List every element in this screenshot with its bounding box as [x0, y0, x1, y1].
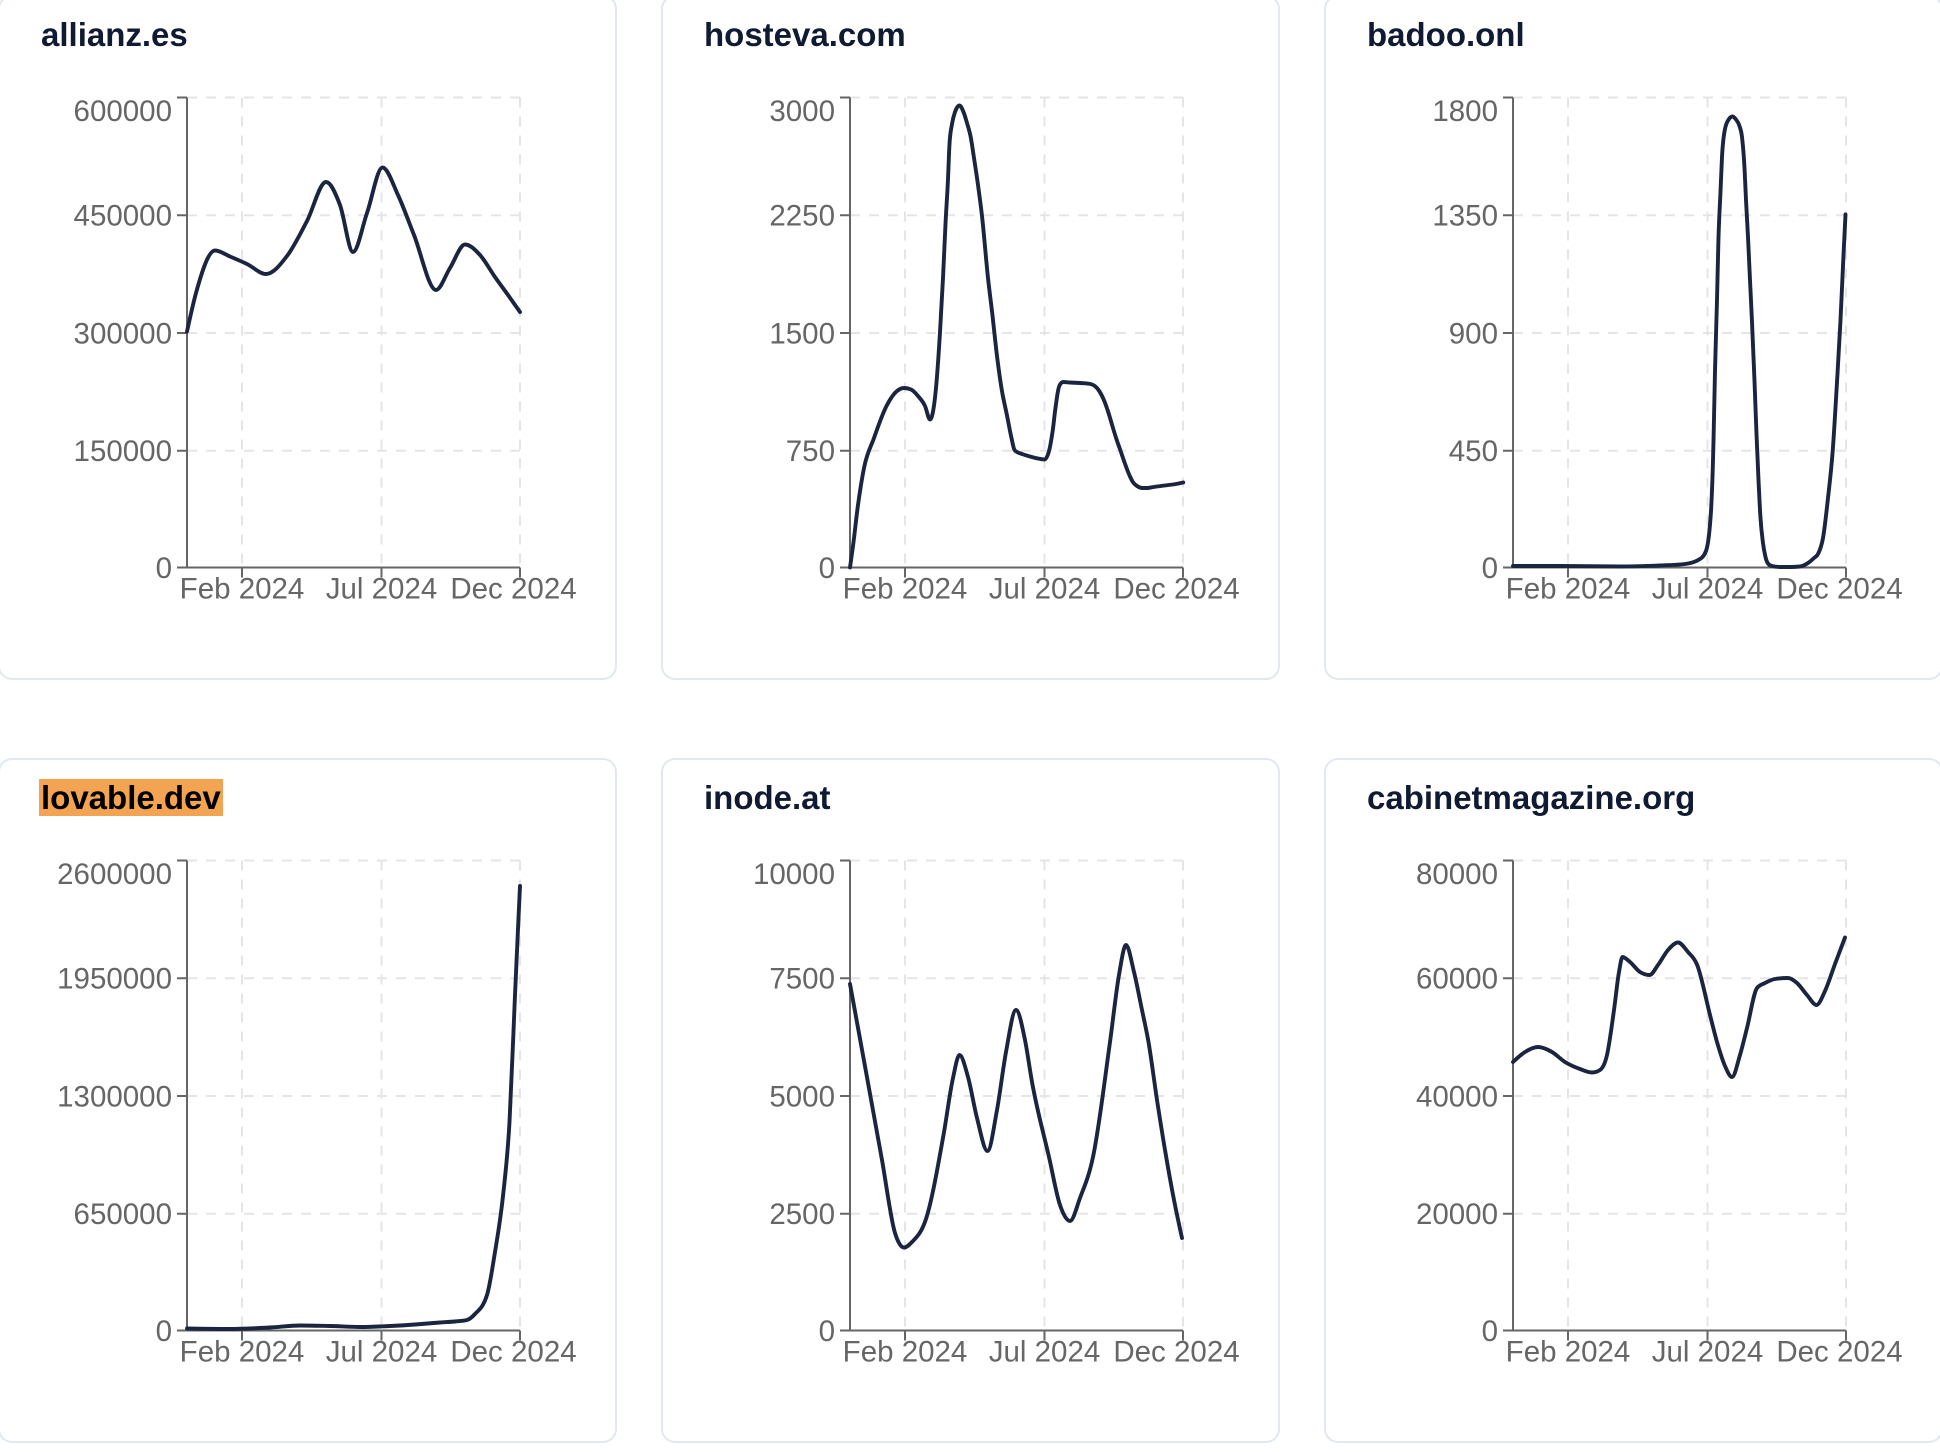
svg-text:2250: 2250 [769, 200, 835, 233]
svg-text:Jul 2024: Jul 2024 [1652, 572, 1764, 605]
svg-text:150000: 150000 [74, 435, 172, 468]
svg-text:2500: 2500 [769, 1198, 835, 1231]
svg-text:1950000: 1950000 [57, 963, 172, 996]
svg-text:3000: 3000 [769, 95, 835, 128]
svg-text:Feb 2024: Feb 2024 [180, 572, 305, 605]
svg-text:Jul 2024: Jul 2024 [1652, 1335, 1764, 1368]
svg-text:Jul 2024: Jul 2024 [326, 572, 438, 605]
svg-text:Feb 2024: Feb 2024 [843, 1335, 968, 1368]
svg-text:60000: 60000 [1416, 963, 1498, 996]
svg-text:1500: 1500 [769, 317, 835, 350]
svg-text:Jul 2024: Jul 2024 [326, 1335, 438, 1368]
svg-text:80000: 80000 [1416, 858, 1498, 891]
svg-text:Feb 2024: Feb 2024 [843, 572, 968, 605]
svg-text:Dec 2024: Dec 2024 [1113, 1335, 1239, 1368]
svg-text:Dec 2024: Dec 2024 [1776, 572, 1902, 605]
svg-text:Dec 2024: Dec 2024 [450, 1335, 576, 1368]
svg-text:650000: 650000 [74, 1198, 172, 1231]
svg-text:Feb 2024: Feb 2024 [1506, 572, 1631, 605]
svg-text:1350: 1350 [1432, 200, 1498, 233]
svg-text:450000: 450000 [74, 200, 172, 233]
svg-text:1300000: 1300000 [57, 1080, 172, 1113]
svg-text:5000: 5000 [769, 1080, 835, 1113]
svg-text:Dec 2024: Dec 2024 [1776, 1335, 1902, 1368]
svg-text:Feb 2024: Feb 2024 [180, 1335, 305, 1368]
svg-text:600000: 600000 [74, 95, 172, 128]
svg-text:0: 0 [819, 1315, 835, 1348]
svg-text:7500: 7500 [769, 963, 835, 996]
svg-text:0: 0 [156, 552, 172, 585]
svg-text:0: 0 [1482, 552, 1498, 585]
svg-text:Dec 2024: Dec 2024 [450, 572, 576, 605]
svg-text:450: 450 [1449, 435, 1498, 468]
svg-text:750: 750 [786, 435, 835, 468]
svg-text:1800: 1800 [1432, 95, 1498, 128]
svg-text:300000: 300000 [74, 317, 172, 350]
svg-text:Jul 2024: Jul 2024 [989, 572, 1101, 605]
svg-text:0: 0 [1482, 1315, 1498, 1348]
svg-text:0: 0 [156, 1315, 172, 1348]
svg-text:0: 0 [819, 552, 835, 585]
svg-text:20000: 20000 [1416, 1198, 1498, 1231]
svg-text:Dec 2024: Dec 2024 [1113, 572, 1239, 605]
svg-text:40000: 40000 [1416, 1080, 1498, 1113]
svg-text:10000: 10000 [753, 858, 835, 891]
svg-text:900: 900 [1449, 317, 1498, 350]
svg-text:Feb 2024: Feb 2024 [1506, 1335, 1631, 1368]
svg-text:Jul 2024: Jul 2024 [989, 1335, 1101, 1368]
svg-text:2600000: 2600000 [57, 858, 172, 891]
